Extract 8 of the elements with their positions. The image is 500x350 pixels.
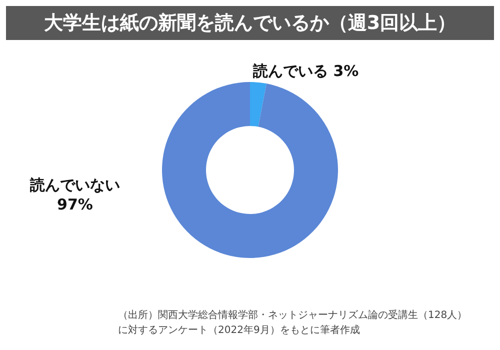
text: に対するアンケート（2022年9月）をもとに筆者作成 (118, 324, 361, 338)
chart-title: 大学生は紙の新聞を読んでいるか（週3回以上） (6, 6, 494, 40)
data-label: 97% (57, 196, 93, 214)
donut-slice (162, 82, 338, 258)
text: （出所）関西大学総合情報学部・ネットジャーナリズム論の受講生（128人） (118, 308, 468, 323)
donut-slice (250, 82, 266, 127)
slice-label: 読んでいる 3% (252, 62, 359, 80)
slice-label: 読んでいない (29, 176, 120, 194)
